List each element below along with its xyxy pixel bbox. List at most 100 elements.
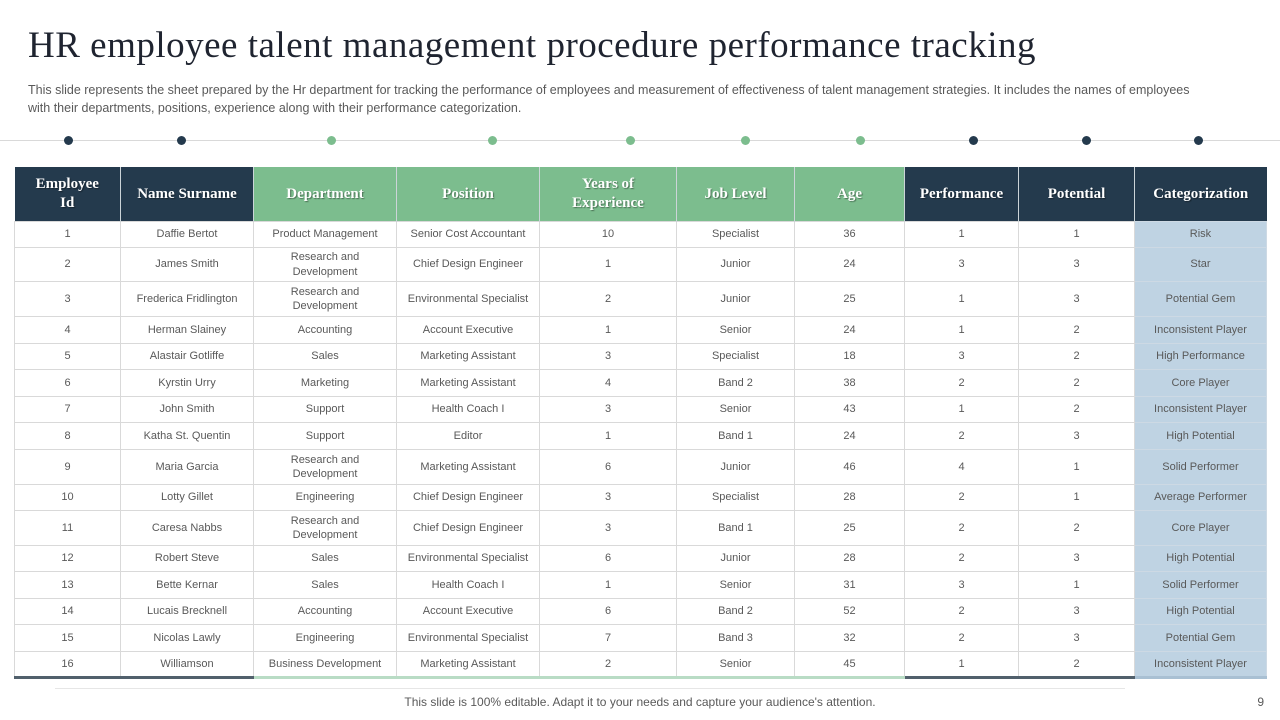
table-row: 15 Nicolas Lawly Engineering Environmental … xyxy=(14,624,1267,652)
table-cell: 4 xyxy=(539,369,677,397)
table-row: 13 Bette Kernar Sales Health Coach I 1 Senior… xyxy=(14,571,1267,599)
table-cell: Sales xyxy=(253,571,397,599)
divider-dot xyxy=(1082,136,1091,145)
table-cell: 1 xyxy=(1018,571,1135,599)
table-cell: Specialist xyxy=(676,343,795,370)
table-cell: 2 xyxy=(904,484,1019,511)
table-cell: Sales xyxy=(253,343,397,370)
table-cell: 2 xyxy=(1018,316,1135,344)
table-cell: Katha St. Quentin xyxy=(120,422,254,450)
table-cell: 1 xyxy=(904,316,1019,344)
table-cell: Health Coach I xyxy=(396,396,540,423)
table-cell: 2 xyxy=(904,598,1019,625)
column-header-position: Position xyxy=(396,167,540,222)
table-cell: Engineering xyxy=(253,484,397,511)
table-cell: Research and Development xyxy=(253,449,397,485)
table-cell: 1 xyxy=(904,396,1019,423)
table-cell: Core Player xyxy=(1134,510,1267,546)
table-cell: 12 xyxy=(14,545,121,572)
table-cell: Potential Gem xyxy=(1134,624,1267,652)
table-cell: 52 xyxy=(794,598,905,625)
table-cell: 1 xyxy=(539,571,677,599)
table-row: 5 Alastair Gotliffe Sales Marketing Assista… xyxy=(14,343,1267,370)
divider-dot xyxy=(626,136,635,145)
table-cell: 28 xyxy=(794,545,905,572)
table-row: 16 Williamson Business Development Marketin… xyxy=(14,651,1267,679)
table-cell: Inconsistent Player xyxy=(1134,651,1267,679)
table-cell: Band 1 xyxy=(676,422,795,450)
table-cell: 7 xyxy=(539,624,677,652)
table-cell: Robert Steve xyxy=(120,545,254,572)
table-cell: 15 xyxy=(14,624,121,652)
table-row: 2 James Smith Research and Development Chie… xyxy=(14,247,1267,282)
table-cell: Support xyxy=(253,422,397,450)
divider-dot xyxy=(856,136,865,145)
table-cell: Environmental Specialist xyxy=(396,281,540,317)
table-cell: 4 xyxy=(904,449,1019,485)
table-cell: High Performance xyxy=(1134,343,1267,370)
table-cell: Environmental Specialist xyxy=(396,545,540,572)
table-cell: 32 xyxy=(794,624,905,652)
table-cell: Lotty Gillet xyxy=(120,484,254,511)
table-cell: 3 xyxy=(1018,281,1135,317)
table-cell: 1 xyxy=(1018,221,1135,248)
table-cell: Core Player xyxy=(1134,369,1267,397)
table-cell: Solid Performer xyxy=(1134,571,1267,599)
table-cell: 3 xyxy=(904,343,1019,370)
table-cell: Williamson xyxy=(120,651,254,679)
table-cell: Senior xyxy=(676,571,795,599)
divider-dot xyxy=(1194,136,1203,145)
table-cell: Marketing Assistant xyxy=(396,651,540,679)
table-cell: 6 xyxy=(14,369,121,397)
table-cell: 3 xyxy=(1018,624,1135,652)
table-cell: 5 xyxy=(14,343,121,370)
table-cell: Product Management xyxy=(253,221,397,248)
table-cell: Account Executive xyxy=(396,598,540,625)
table-cell: 31 xyxy=(794,571,905,599)
table-cell: Average Performer xyxy=(1134,484,1267,511)
table-cell: Accounting xyxy=(253,598,397,625)
table-cell: 1 xyxy=(904,221,1019,248)
table-cell: 3 xyxy=(14,281,121,317)
table-cell: Chief Design Engineer xyxy=(396,484,540,511)
table-cell: 2 xyxy=(1018,343,1135,370)
column-header-potential: Potential xyxy=(1018,167,1135,222)
table-cell: Specialist xyxy=(676,484,795,511)
table-cell: 45 xyxy=(794,651,905,679)
table-cell: 4 xyxy=(14,316,121,344)
table-cell: 6 xyxy=(539,545,677,572)
table-cell: Potential Gem xyxy=(1134,281,1267,317)
table-cell: High Potential xyxy=(1134,545,1267,572)
table-cell: Herman Slainey xyxy=(120,316,254,344)
table-row: 10 Lotty Gillet Engineering Chief Design En… xyxy=(14,484,1267,511)
table-cell: 43 xyxy=(794,396,905,423)
table-cell: 16 xyxy=(14,651,121,679)
table-cell: Research and Development xyxy=(253,281,397,317)
table-row: 4 Herman Slainey Accounting Account Executi… xyxy=(14,316,1267,344)
table-cell: Chief Design Engineer xyxy=(396,247,540,282)
table-row: 6 Kyrstin Urry Marketing Marketing Assistan… xyxy=(14,369,1267,397)
table-cell: 1 xyxy=(14,221,121,248)
table-cell: Marketing Assistant xyxy=(396,343,540,370)
table-cell: 18 xyxy=(794,343,905,370)
table-cell: 11 xyxy=(14,510,121,546)
table-cell: Support xyxy=(253,396,397,423)
divider-dot xyxy=(177,136,186,145)
table-cell: 2 xyxy=(904,624,1019,652)
footer-note: This slide is 100% editable. Adapt it to… xyxy=(404,695,876,709)
table-cell: Solid Performer xyxy=(1134,449,1267,485)
table-cell: Research and Development xyxy=(253,510,397,546)
table-cell: Business Development xyxy=(253,651,397,679)
table-cell: 6 xyxy=(539,598,677,625)
table-cell: Senior Cost Accountant xyxy=(396,221,540,248)
table-cell: 1 xyxy=(539,247,677,282)
dotted-divider xyxy=(0,136,1280,146)
table-cell: Research and Development xyxy=(253,247,397,282)
table-cell: Senior xyxy=(676,396,795,423)
page-number: 9 xyxy=(1257,695,1264,709)
table-cell: 10 xyxy=(14,484,121,511)
table-cell: 1 xyxy=(904,651,1019,679)
table-cell: 1 xyxy=(539,422,677,450)
table-cell: Junior xyxy=(676,281,795,317)
